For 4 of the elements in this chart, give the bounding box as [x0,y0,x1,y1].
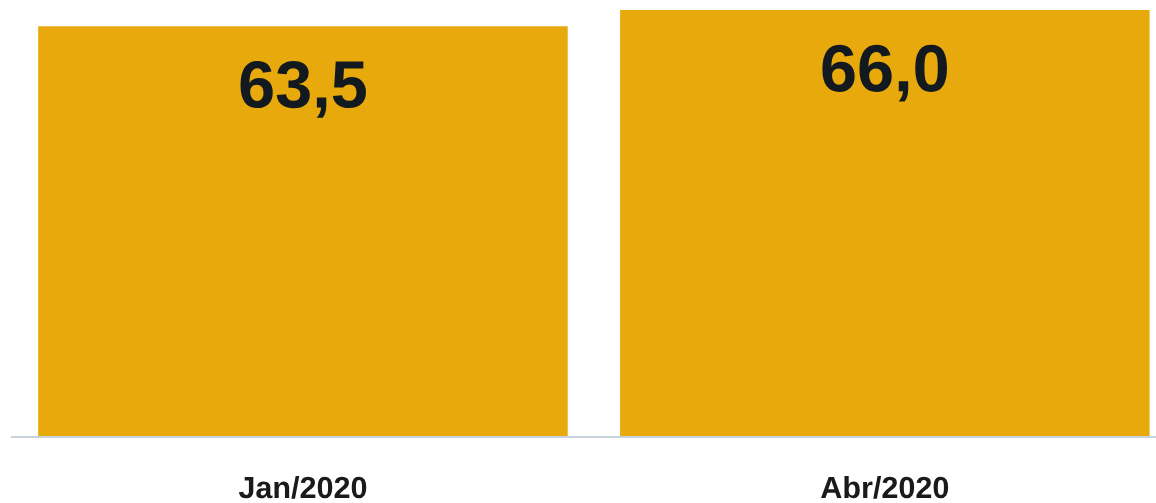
x-tick-label: Abr/2020 [821,475,949,499]
x-tick-label: Jan/2020 [238,475,367,499]
data-label: 66,0 [822,44,947,102]
data-label: 63,5 [240,60,366,118]
